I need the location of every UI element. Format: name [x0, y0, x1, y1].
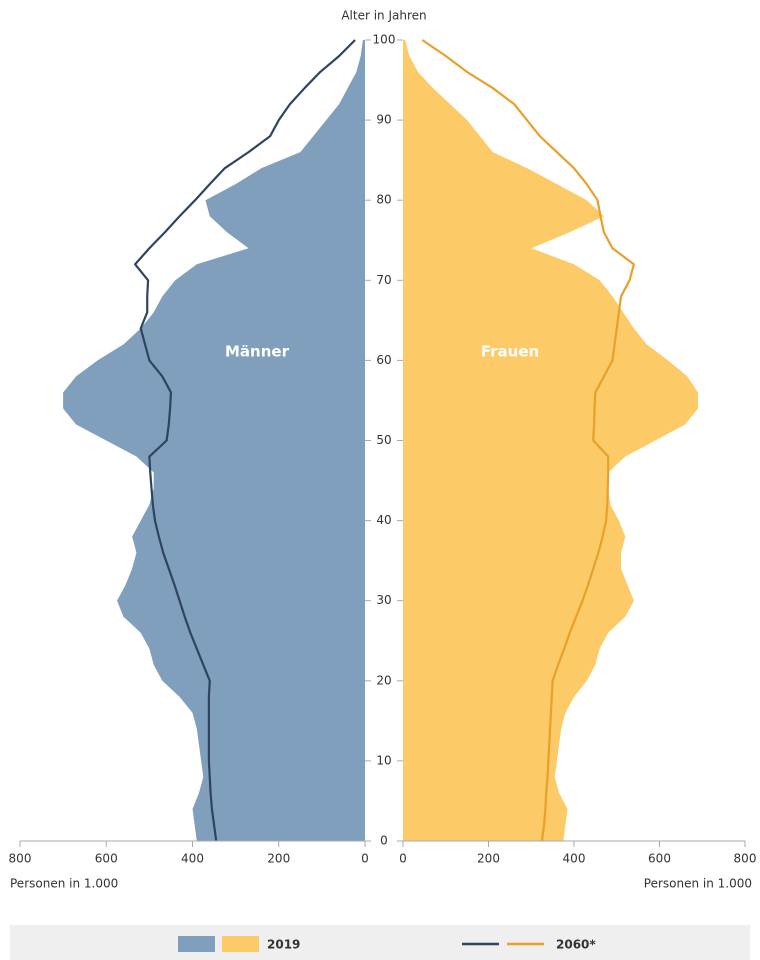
x-tick-label: 400: [563, 852, 586, 866]
y-tick-label: 0: [380, 834, 388, 848]
panel-label: Männer: [225, 343, 290, 361]
line: [134, 39, 356, 842]
legend-label: 2019: [267, 938, 300, 952]
legend-label: 2060*: [556, 938, 596, 952]
y-tick-label: 10: [376, 753, 391, 767]
y-tick-label: 80: [376, 193, 391, 207]
area: [403, 40, 698, 841]
x-axis-label: Personen in 1.000: [644, 877, 752, 891]
x-axis-label: Personen in 1.000: [10, 877, 118, 891]
y-tick-label: 20: [376, 673, 391, 687]
panel-label: Frauen: [481, 343, 539, 361]
y-tick-label: 50: [376, 433, 391, 447]
legend-swatch: [178, 936, 215, 952]
area: [63, 40, 365, 841]
legend-swatch: [222, 936, 259, 952]
line: [421, 39, 635, 842]
y-axis-label: Alter in Jahren: [341, 9, 426, 23]
x-tick-label: 600: [648, 852, 671, 866]
x-tick-label: 600: [95, 852, 118, 866]
x-tick-label: 800: [734, 852, 757, 866]
y-tick-label: 100: [373, 33, 396, 47]
y-tick-label: 30: [376, 593, 391, 607]
legend-background: [10, 925, 750, 960]
y-tick-label: 90: [376, 113, 391, 127]
x-tick-label: 800: [9, 852, 32, 866]
x-tick-label: 200: [477, 852, 500, 866]
y-tick-label: 40: [376, 513, 391, 527]
x-tick-label: 200: [267, 852, 290, 866]
x-tick-label: 0: [399, 852, 407, 866]
y-tick-label: 70: [376, 273, 391, 287]
x-tick-label: 400: [181, 852, 204, 866]
x-tick-label: 0: [361, 852, 369, 866]
y-tick-label: 60: [376, 353, 391, 367]
